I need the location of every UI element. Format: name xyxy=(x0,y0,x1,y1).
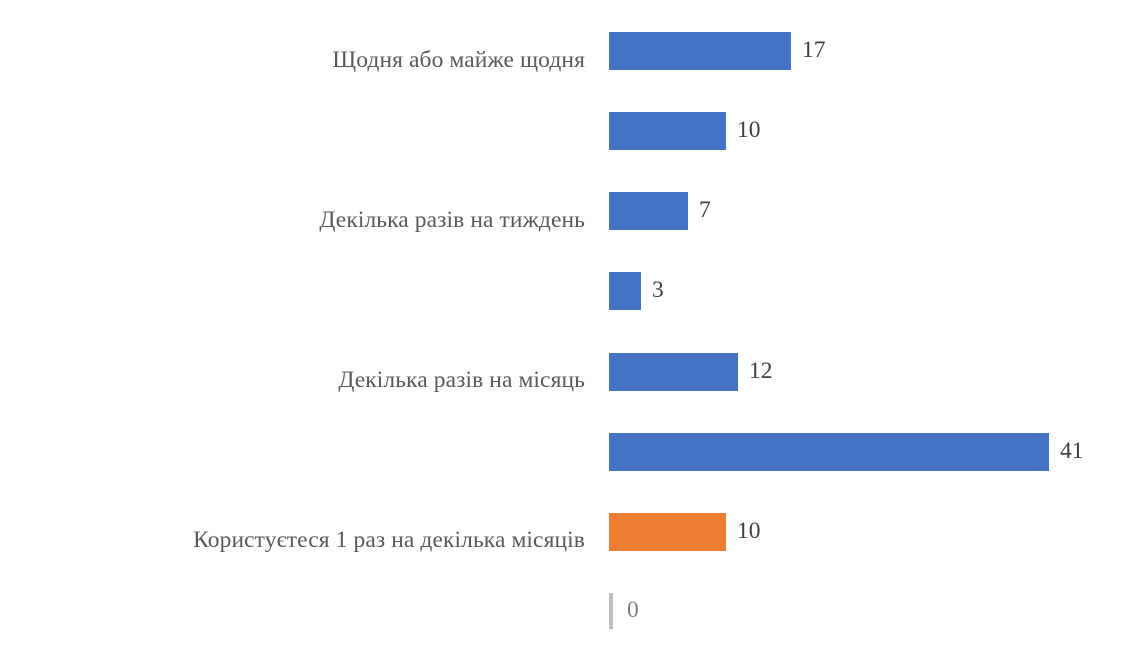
bar[interactable] xyxy=(609,353,738,391)
chart-row: Відмова 0 xyxy=(0,571,1143,651)
bar[interactable] xyxy=(609,32,791,70)
bar-group: 3 xyxy=(609,251,664,331)
bar-value-label: 17 xyxy=(802,37,826,64)
bar-value-label: 41 xyxy=(1060,438,1084,465)
bar-highlight[interactable] xyxy=(609,513,726,551)
bar-value-label: 3 xyxy=(652,277,664,304)
bar-value-label: 12 xyxy=(749,358,773,385)
zero-value-tick xyxy=(609,593,613,629)
bar-group: 0 xyxy=(609,571,639,651)
bar-value-label: 0 xyxy=(627,597,639,624)
category-label: Щодня або майже щодня xyxy=(332,47,585,73)
chart-row: Користуєтеся 1 раз на декілька місяців 3 xyxy=(0,251,1143,553)
bar-group: 12 xyxy=(609,332,773,412)
bar-value-label: 7 xyxy=(699,197,711,224)
bar-value-label: 10 xyxy=(737,518,761,545)
bar[interactable] xyxy=(609,272,641,310)
bar-group: 10 xyxy=(609,492,761,572)
bar[interactable] xyxy=(609,192,688,230)
category-label: Декілька разів на тиждень xyxy=(319,207,585,233)
bar[interactable] xyxy=(609,433,1049,471)
category-label: Користуєтеся 1 раз на декілька місяців xyxy=(193,527,585,553)
bar-group: 7 xyxy=(609,171,711,251)
chart-row: Щодня або майже щодня 17 xyxy=(0,11,1143,91)
chart-row: Знаєте, але ніколи не користувалися ним … xyxy=(0,412,1143,492)
bar-value-label: 10 xyxy=(737,117,761,144)
chart-row: Декілька разів на тиждень 10 xyxy=(0,91,1143,233)
chart-row: Декілька разів на місяць 7 xyxy=(0,171,1143,393)
chart-row: Уперше чуєте і не знаєте, що таке Штучни… xyxy=(0,492,1143,572)
bar-group: 10 xyxy=(609,91,761,171)
bar[interactable] xyxy=(609,112,726,150)
bar-group: 17 xyxy=(609,11,826,91)
chart-row: Один або декілька разів спробували, особ… xyxy=(0,332,1143,412)
category-label: Декілька разів на місяць xyxy=(338,367,585,393)
bar-group: 41 xyxy=(609,412,1084,492)
